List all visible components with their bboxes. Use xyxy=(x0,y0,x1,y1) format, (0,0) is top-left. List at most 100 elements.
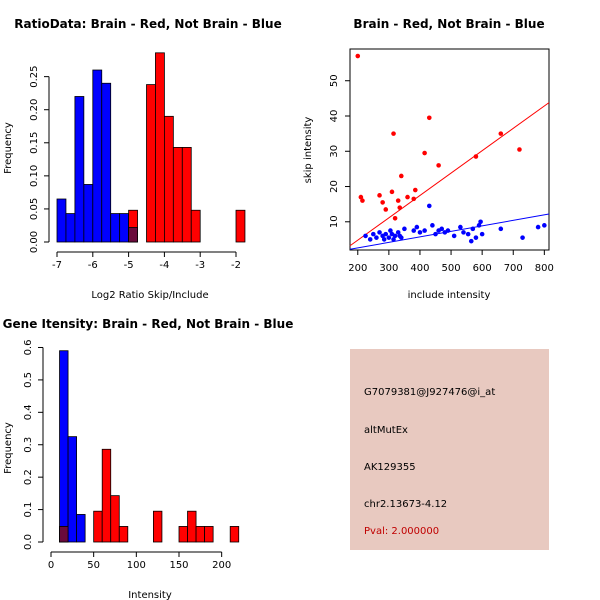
histogram-bar xyxy=(118,526,129,543)
histogram-bar xyxy=(181,147,192,243)
scatter-point xyxy=(422,150,427,156)
scatter-point xyxy=(451,233,457,239)
scatter-point xyxy=(355,53,361,59)
accession-text: AK129355 xyxy=(364,462,416,473)
histogram-overlap-bar xyxy=(59,526,69,543)
scatter-point xyxy=(405,194,410,200)
scatter-point xyxy=(468,238,474,244)
scatter-point xyxy=(479,231,485,237)
scatter-point xyxy=(517,147,522,152)
event-type-text: altMutEx xyxy=(364,425,408,436)
y-tick-label: 0.4 xyxy=(23,404,34,420)
scatter-point xyxy=(399,235,404,240)
x-tick-label: 500 xyxy=(442,263,461,274)
histogram-bar xyxy=(59,350,69,543)
x-tick-label: -2 xyxy=(231,260,241,271)
x-tick-label: 200 xyxy=(348,263,367,274)
y-tick-label: 0.1 xyxy=(23,502,34,518)
x-tick-label: 400 xyxy=(410,263,429,274)
y-tick-label: 0.00 xyxy=(29,231,40,253)
scatter-point xyxy=(381,237,387,242)
scatter-point xyxy=(426,203,432,209)
x-tick-label: 600 xyxy=(473,263,492,274)
scatter-title: Brain - Red, Not Brain - Blue xyxy=(353,17,544,31)
scatter-point xyxy=(433,231,438,237)
x-tick-label: -4 xyxy=(159,260,169,271)
histogram-bar xyxy=(152,510,163,543)
scatter-point xyxy=(397,205,403,210)
x-tick-label: 700 xyxy=(504,263,523,274)
y-tick-label: 20 xyxy=(329,180,340,193)
histogram-bar xyxy=(172,147,183,243)
histogram-overlap-bar xyxy=(128,227,138,243)
scatter-point xyxy=(392,215,398,221)
histogram-bar xyxy=(146,84,156,243)
scatter-point xyxy=(461,230,466,235)
intensity-histogram: Gene Itensity: Brain - Red, Not Brain - … xyxy=(3,317,294,600)
y-tick-label: 50 xyxy=(329,74,340,87)
scatter-point xyxy=(439,226,445,232)
scatter-point xyxy=(389,189,395,195)
ratio-histogram-xlabel: Log2 Ratio Skip/Include xyxy=(91,290,208,301)
scatter-point xyxy=(363,233,368,239)
histogram-bar xyxy=(195,526,205,543)
x-tick-label: -3 xyxy=(195,260,205,271)
x-tick-label: 300 xyxy=(379,263,398,274)
scatter-point xyxy=(402,226,407,232)
histogram-bar xyxy=(178,526,188,543)
histogram-bar xyxy=(76,514,86,543)
histogram-bar xyxy=(101,448,112,543)
scatter-point xyxy=(392,233,398,239)
scatter-point xyxy=(470,226,476,232)
probe-info-panel: G7079381@J927476@i_at altMutEx AK129355 … xyxy=(350,349,549,550)
scatter-point xyxy=(360,198,365,203)
scatter-point xyxy=(535,224,541,230)
intensity-histogram-ylabel: Frequency xyxy=(3,422,14,474)
scatter-point xyxy=(380,200,385,205)
scatter-point xyxy=(391,237,396,242)
scatter-point xyxy=(478,219,483,225)
histogram-bar xyxy=(235,209,246,243)
x-tick-label: -5 xyxy=(124,260,134,271)
y-tick-label: 40 xyxy=(329,110,340,123)
histogram-bar xyxy=(67,436,77,543)
x-tick-label: 100 xyxy=(127,560,146,571)
scatter-point xyxy=(386,235,392,240)
histogram-bar xyxy=(187,510,197,543)
scatter-point xyxy=(374,235,379,240)
scatter-point xyxy=(377,193,382,198)
y-tick-label: 0.5 xyxy=(23,372,34,388)
histogram-bar xyxy=(74,96,85,243)
regression-line xyxy=(349,102,550,247)
scatter-point xyxy=(391,131,396,136)
y-tick-label: 0.15 xyxy=(29,132,40,154)
pval-text: Pval: 2.000000 xyxy=(364,526,440,537)
scatter-point xyxy=(411,196,417,202)
scatter-point xyxy=(412,187,418,193)
intensity-histogram-title: Gene Itensity: Brain - Red, Not Brain - … xyxy=(3,317,294,331)
scatter-point xyxy=(473,235,479,240)
y-tick-label: 0.05 xyxy=(29,198,40,220)
y-tick-label: 0.25 xyxy=(29,66,40,88)
scatter-point xyxy=(377,230,382,235)
histogram-bar xyxy=(229,526,240,543)
scatter-ylabel: skip intensity xyxy=(303,117,314,184)
histogram-bar xyxy=(163,115,174,243)
y-tick-label: 0.6 xyxy=(23,340,34,356)
scatter-point xyxy=(476,223,482,228)
scatter-point xyxy=(383,207,389,212)
scatter-point xyxy=(465,231,471,237)
scatter-point xyxy=(399,173,404,179)
y-tick-label: 30 xyxy=(329,145,340,158)
scatter-point xyxy=(422,228,427,233)
x-tick-label: -6 xyxy=(88,260,98,271)
y-tick-label: 0.20 xyxy=(29,99,40,121)
ratio-histogram-title: RatioData: Brain - Red, Not Brain - Blue xyxy=(14,17,281,31)
scatter-point xyxy=(426,115,432,121)
histogram-bar xyxy=(204,526,214,543)
y-tick-label: 0.0 xyxy=(23,534,34,550)
scatter-point xyxy=(388,228,393,233)
x-tick-label: 150 xyxy=(169,560,188,571)
y-tick-label: 0.3 xyxy=(23,437,34,453)
